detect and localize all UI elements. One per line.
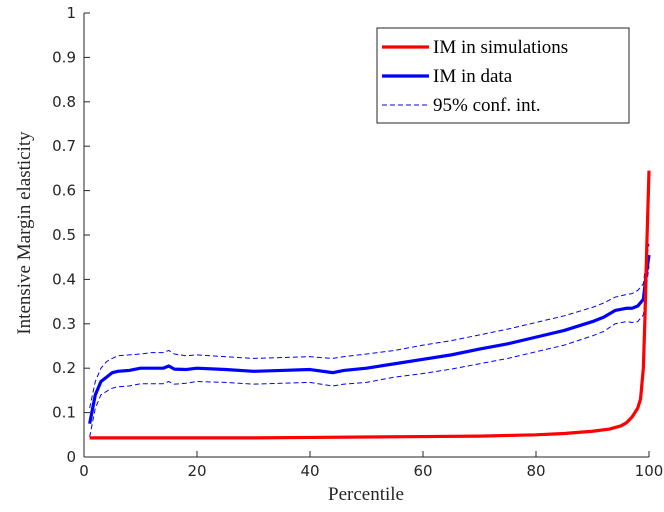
x-axis-title: Percentile: [328, 484, 404, 505]
y-tick-label: 0.6: [52, 182, 76, 200]
y-tick-label: 1: [66, 4, 76, 22]
y-tick-label: 0.1: [52, 404, 76, 422]
series-line-2: [89, 243, 650, 409]
y-tick-label: 0.7: [52, 137, 76, 155]
y-tick-label: 0.2: [52, 359, 76, 377]
legend-label-0: IM in simulations: [433, 37, 568, 58]
x-tick-label: 60: [413, 462, 432, 480]
series-line-1: [88, 254, 651, 425]
x-tick-label: 100: [635, 462, 664, 480]
legend-label-2: 95% conf. int.: [433, 95, 541, 116]
legend: IM in simulations IM in data 95% conf. int…: [376, 27, 630, 124]
x-tick-label: 80: [526, 462, 545, 480]
x-tick-label: 20: [187, 462, 206, 480]
ticks: 0 20 40 60 80 100 0 0.1 0.2 0.3 0.4 0.5 0.6 0.7 0.8 0.9…: [52, 4, 663, 480]
y-tick-label: 0.8: [52, 93, 76, 111]
y-tick-label: 0.3: [52, 315, 76, 333]
legend-label-1: IM in data: [433, 66, 513, 87]
plot-lines: [88, 170, 651, 440]
x-tick-label: 0: [79, 462, 89, 480]
y-tick-label: 0: [66, 448, 76, 466]
y-tick-label: 0.4: [52, 270, 76, 288]
y-axis-title: Intensive Margin elasticity: [14, 131, 35, 335]
y-tick-label: 0.9: [52, 48, 76, 66]
y-tick-label: 0.5: [52, 226, 76, 244]
series-line-0: [89, 170, 651, 440]
series-line-3: [89, 266, 650, 438]
x-tick-label: 40: [300, 462, 319, 480]
